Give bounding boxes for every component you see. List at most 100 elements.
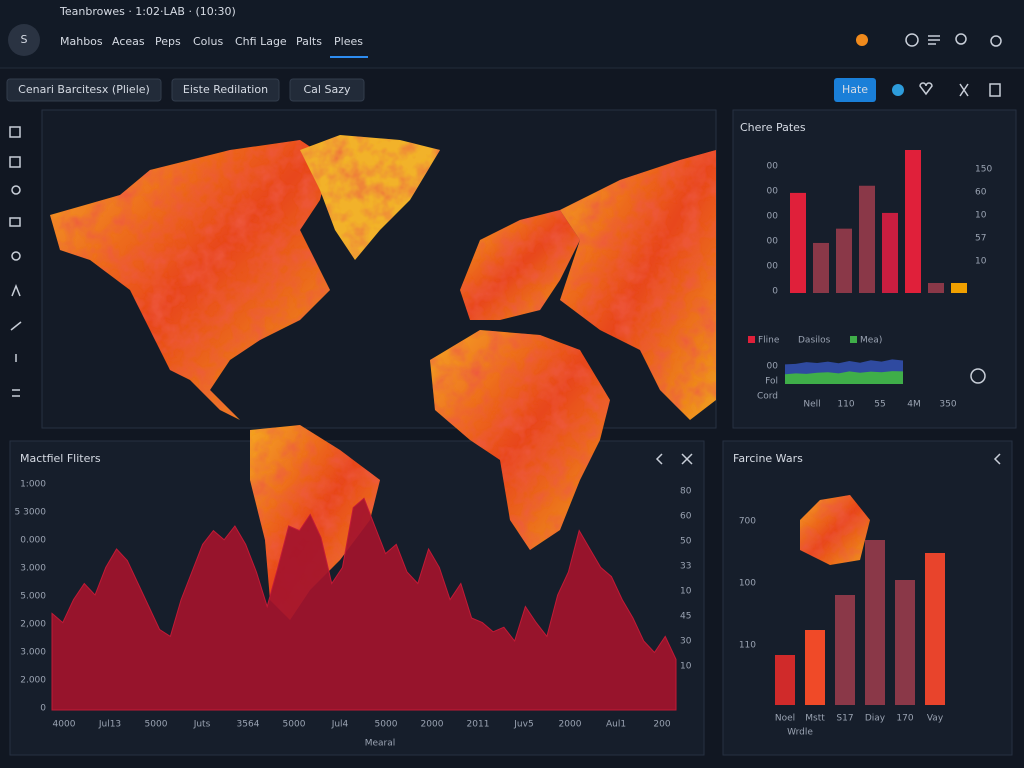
tick-label: 4000 [53, 720, 76, 730]
menu-icon[interactable] [928, 35, 940, 45]
side-icon[interactable] [10, 321, 22, 331]
logo-glyph: S [21, 33, 28, 46]
logo[interactable] [8, 24, 40, 56]
tick-label: 110 [739, 641, 756, 651]
panel-title: Chere Pates [740, 121, 806, 134]
bar [835, 595, 855, 705]
tick-label: 5.000 [20, 592, 46, 602]
tick-label: 3564 [237, 720, 260, 730]
area [51, 497, 677, 711]
tick-label: Diay [865, 714, 886, 724]
tick-label: 100 [739, 579, 756, 589]
nav-item[interactable]: Peps [155, 35, 181, 48]
tick-label: 700 [739, 517, 756, 527]
tick-label: Cord [757, 392, 778, 402]
tick-label: 5000 [283, 720, 306, 730]
tool-icon[interactable] [959, 83, 969, 97]
tick-label: 0 [40, 704, 46, 714]
tick-label: Jul4 [331, 720, 349, 730]
tick-label: 50 [680, 537, 692, 547]
side-icon[interactable] [11, 185, 21, 195]
nav-item[interactable]: Palts [296, 35, 322, 48]
bar [859, 185, 875, 293]
toolbar-button[interactable] [171, 78, 280, 102]
tick-label: Fol [765, 377, 778, 387]
tick-label: 00 [767, 212, 779, 222]
tick-label: Vay [927, 714, 944, 724]
refresh-icon[interactable] [970, 368, 986, 384]
sidebar [9, 126, 22, 397]
nav-item[interactable]: Aceas [112, 35, 145, 48]
save-icon[interactable] [989, 83, 1001, 97]
tick-label: 2011 [467, 720, 490, 730]
toolbar-button-label: Cenari Barcitesx (Pliele) [18, 83, 150, 96]
tick-label: 5000 [145, 720, 168, 730]
header-bar [0, 0, 1024, 68]
tick-label: 170 [896, 714, 913, 724]
tick-label: Jul13 [98, 720, 121, 730]
toolbar-button-label: Eiste Redilation [183, 83, 268, 96]
status-icon[interactable] [856, 34, 868, 46]
world-map[interactable] [50, 135, 870, 620]
tick-label: 1:000 [20, 480, 46, 490]
bar [882, 212, 898, 293]
side-icon[interactable] [9, 217, 21, 227]
side-icon[interactable] [9, 126, 21, 138]
toolbar-button[interactable] [6, 78, 162, 102]
legend-label: Fline [758, 336, 780, 346]
panel-controls[interactable] [655, 453, 693, 465]
side-icon[interactable] [12, 389, 20, 397]
tick-label: 0 [772, 287, 778, 297]
legend-label: Mea) [860, 336, 882, 346]
tick-label: 80 [680, 487, 692, 497]
tick-label: 2000 [421, 720, 444, 730]
side-icon[interactable] [11, 251, 21, 261]
side-icon[interactable] [9, 156, 21, 168]
settings-icon[interactable] [905, 33, 919, 47]
toolbar-button-label: Cal Sazy [304, 83, 351, 96]
bar [905, 150, 921, 293]
nav-item[interactable]: Colus [193, 35, 223, 48]
tick-label: S17 [836, 714, 853, 724]
tick-label: 60 [975, 188, 987, 198]
tick-label: 110 [837, 400, 854, 410]
bar [895, 580, 915, 705]
continent [50, 140, 330, 420]
bar [790, 192, 806, 293]
primary-button[interactable] [834, 78, 876, 102]
tick-label: 0.000 [20, 536, 46, 546]
bar [775, 655, 795, 705]
nav-item[interactable]: Plees [334, 35, 363, 48]
nav-item[interactable]: Chfi Lage [235, 35, 287, 48]
side-icon[interactable] [11, 283, 21, 297]
tick-label: 2,000 [20, 620, 46, 630]
like-icon[interactable] [919, 82, 933, 96]
tick-label: Juv5 [513, 720, 533, 730]
toolbar-button[interactable] [289, 78, 365, 102]
continent [460, 210, 580, 320]
tick-label: 200 [653, 720, 670, 730]
profile-icon[interactable] [990, 35, 1002, 47]
continent [430, 330, 610, 550]
tick-label: 57 [975, 234, 986, 244]
continent [800, 495, 870, 565]
tick-label: 2000 [559, 720, 582, 730]
tick-label: 30 [680, 637, 692, 647]
tick-label: 55 [874, 400, 885, 410]
tick-label: Mstt [805, 714, 825, 724]
tick-label: 3.000 [20, 648, 46, 658]
search-icon[interactable] [955, 33, 967, 45]
panel-collapse[interactable] [993, 453, 1001, 465]
continent [560, 150, 716, 420]
share-icon[interactable] [892, 84, 904, 96]
tick-label: Juts [193, 720, 211, 730]
tick-label: 45 [680, 612, 691, 622]
bar [951, 282, 967, 293]
bar [805, 630, 825, 705]
nav-item[interactable]: Mahbos [60, 35, 103, 48]
bar [865, 540, 885, 705]
tick-label: 350 [939, 400, 956, 410]
bar [925, 553, 945, 705]
legend-swatch [748, 336, 755, 343]
